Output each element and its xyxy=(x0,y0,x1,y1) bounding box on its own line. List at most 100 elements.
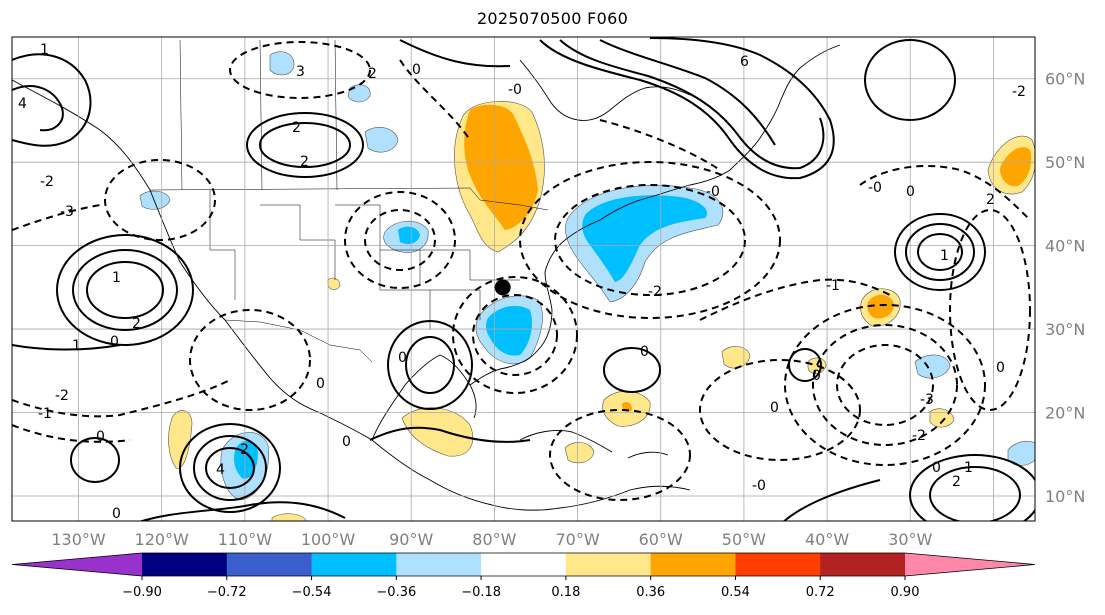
negative-anomaly-region xyxy=(1007,440,1035,466)
contour-low xyxy=(554,184,746,296)
contour-high xyxy=(909,454,1035,521)
colorbar-tick-label: 0.18 xyxy=(551,585,580,600)
contour-high xyxy=(905,223,975,281)
contour-ridge xyxy=(12,85,64,132)
contour-ridge xyxy=(12,344,121,351)
colorbar-tick-label: 0.54 xyxy=(721,585,750,600)
latitude-label: 50°N xyxy=(1045,153,1085,172)
contour-label: 3 xyxy=(296,64,305,80)
contour-high xyxy=(387,320,473,410)
map-frame xyxy=(11,36,1036,522)
colorbar-segment xyxy=(565,553,652,576)
contour-trough xyxy=(399,59,471,141)
colorbar-extend-high xyxy=(905,553,1035,576)
contour-labels: 1 4 2 2 3 1 2 1 0 -3 -2 -2 -1 0 4 2 0 0 … xyxy=(18,42,1026,521)
positive-anomaly-region xyxy=(327,277,341,290)
colorbar-segment xyxy=(226,553,313,576)
contour-low xyxy=(189,309,311,411)
contour-low xyxy=(812,324,958,446)
anomaly-shading xyxy=(139,51,1035,521)
longitude-label: 50°W xyxy=(722,530,766,549)
contour-low xyxy=(949,209,1031,411)
contour-label: 0 xyxy=(316,376,325,392)
colorbar-tick-label: −0.18 xyxy=(461,585,501,600)
contour-ridge xyxy=(12,53,92,147)
contour-label: 0 xyxy=(96,429,105,445)
contour-trough xyxy=(12,424,131,443)
contour-high xyxy=(917,233,963,271)
latitude-labels: 10°N 20°N 30°N 40°N 50°N 60°N xyxy=(1045,70,1085,506)
contour-high xyxy=(56,234,194,346)
colorbar-segment xyxy=(650,553,736,576)
latitude-label: 10°N xyxy=(1045,487,1085,506)
contour-low xyxy=(472,294,558,376)
contour-high xyxy=(72,249,178,331)
colorbar-tick-label: 0.36 xyxy=(636,585,665,600)
contour-ridge xyxy=(539,37,835,180)
contour-label: -1 xyxy=(826,278,840,294)
contour-label: 0 xyxy=(932,460,941,476)
contour-ridge xyxy=(782,479,881,521)
colorbar-segment xyxy=(142,553,228,576)
contour-label: 2 xyxy=(240,442,249,458)
location-marker xyxy=(494,279,511,296)
positive-anomaly-region xyxy=(721,346,751,369)
contour-high xyxy=(603,347,661,393)
negative-anomaly-core xyxy=(582,195,708,282)
contour-label: 2 xyxy=(986,192,995,208)
contour-low xyxy=(549,409,691,501)
colorbar: −0.90 −0.72 −0.54 −0.36 −0.18 0.18 0.36 0.54 0.7… xyxy=(11,552,1036,600)
longitude-labels: 130°W 120°W 110°W 100°W 90°W 80°W 70°W 60°W 50°W… xyxy=(51,530,932,549)
contour-high xyxy=(193,435,267,501)
contour-high xyxy=(179,423,281,513)
contour-label: -0 xyxy=(508,82,522,98)
political-borders xyxy=(149,39,549,363)
contour-ridge xyxy=(559,39,825,170)
negative-anomaly-region xyxy=(347,84,371,103)
contour-trough xyxy=(859,164,1031,221)
contour-low xyxy=(699,359,861,461)
contour-label: 1 xyxy=(72,338,81,354)
contour-high xyxy=(86,261,164,319)
contour-label: 0 xyxy=(398,350,407,366)
positive-anomaly-core xyxy=(464,104,538,230)
negative-anomaly-region xyxy=(364,127,399,153)
contour-high xyxy=(864,39,956,121)
latitude-label: 40°N xyxy=(1045,237,1085,256)
contour-label: -2 xyxy=(1012,84,1026,100)
contour-label: 1 xyxy=(940,248,949,264)
contour-label: -2 xyxy=(40,174,54,190)
dashed-contour-lines xyxy=(12,41,1031,501)
positive-anomaly-region xyxy=(271,513,307,521)
negative-anomaly-core xyxy=(398,226,420,244)
contour-low xyxy=(104,159,216,241)
longitude-label: 30°W xyxy=(888,530,932,549)
contour-label: 2 xyxy=(952,474,961,490)
contour-label: -3 xyxy=(60,204,74,220)
contour-label: 0 xyxy=(996,360,1005,376)
contour-label: 0 xyxy=(812,368,821,384)
latitude-label: 20°N xyxy=(1045,404,1085,423)
longitude-label: 40°W xyxy=(805,530,849,549)
contour-label: 0 xyxy=(342,434,351,450)
contour-label: 0 xyxy=(906,184,915,200)
contour-high xyxy=(70,437,120,483)
contour-label: 0 xyxy=(412,62,421,78)
longitude-label: 100°W xyxy=(301,530,356,549)
contour-ridge xyxy=(369,426,531,443)
positive-anomaly-region xyxy=(564,442,595,464)
latitude-label: 60°N xyxy=(1045,70,1085,89)
contour-high xyxy=(405,336,455,394)
contour-high xyxy=(205,447,255,489)
negative-anomaly-core xyxy=(485,305,532,356)
negative-anomaly-region xyxy=(269,51,295,76)
contour-label: -0 xyxy=(752,478,766,494)
colorbar-tick-label: 0.90 xyxy=(891,585,920,600)
contour-label: -1 xyxy=(38,406,52,422)
contour-label: 1 xyxy=(40,42,49,58)
contour-ridge xyxy=(399,39,511,68)
contour-label: 2 xyxy=(368,66,377,82)
contour-high xyxy=(894,213,986,291)
positive-anomaly-core xyxy=(1000,147,1032,187)
contour-low xyxy=(229,41,371,99)
